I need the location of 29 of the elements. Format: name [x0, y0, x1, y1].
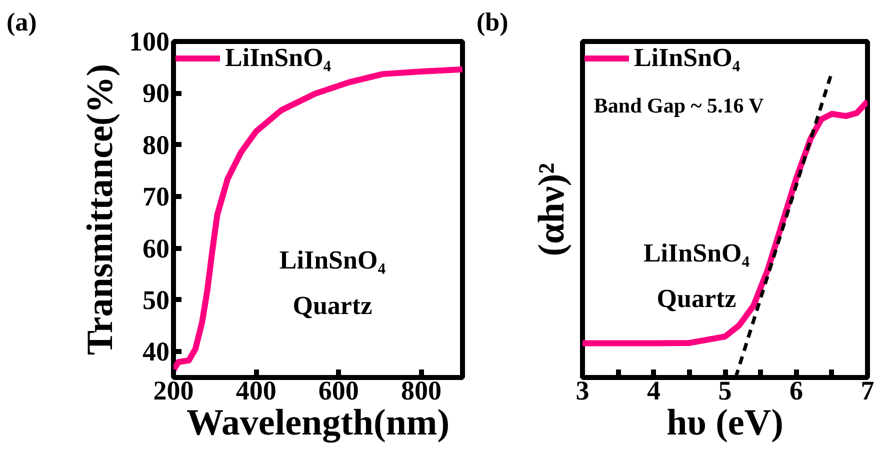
- y-tick-label: 90: [142, 78, 170, 108]
- annotation: Quartz: [656, 284, 736, 314]
- x-tick-label: 5: [718, 376, 732, 406]
- text: (b): [476, 8, 508, 36]
- x-tick-label: 3: [576, 376, 590, 406]
- annotation: Band Gap ~ 5.16 V: [594, 93, 764, 118]
- y-axis-title: Transmittance(%): [80, 64, 121, 356]
- annotation: LiInSnO₄: [279, 245, 386, 274]
- y-tick-label: 80: [142, 130, 170, 160]
- legend-label: LiInSnO₄: [225, 43, 332, 73]
- y-tick-label: 100: [129, 26, 170, 56]
- y-tick-label: 50: [142, 284, 170, 315]
- y-tick-label: 60: [142, 233, 170, 264]
- x-axis-title: hυ (eV): [666, 402, 784, 444]
- y-tick-label: 70: [142, 182, 170, 212]
- text: (a): [6, 8, 37, 36]
- annotation: LiInSnO₄: [643, 238, 750, 268]
- y-axis-title: (αhν)²: [532, 162, 572, 256]
- x-tick-label: 4: [647, 376, 660, 406]
- x-tick-label: 800: [400, 376, 442, 406]
- x-tick-label: 400: [236, 376, 276, 406]
- x-tick-label: 200: [153, 376, 194, 406]
- x-tick-label: 7: [860, 376, 874, 406]
- x-tick-label: 600: [318, 376, 359, 406]
- x-axis-title: Wavelength(nm): [186, 402, 450, 444]
- y-tick-label: 40: [142, 336, 170, 367]
- annotation: Quartz: [292, 290, 372, 320]
- legend-label: LiInSnO₄: [634, 43, 740, 73]
- x-tick-label: 6: [790, 376, 803, 406]
